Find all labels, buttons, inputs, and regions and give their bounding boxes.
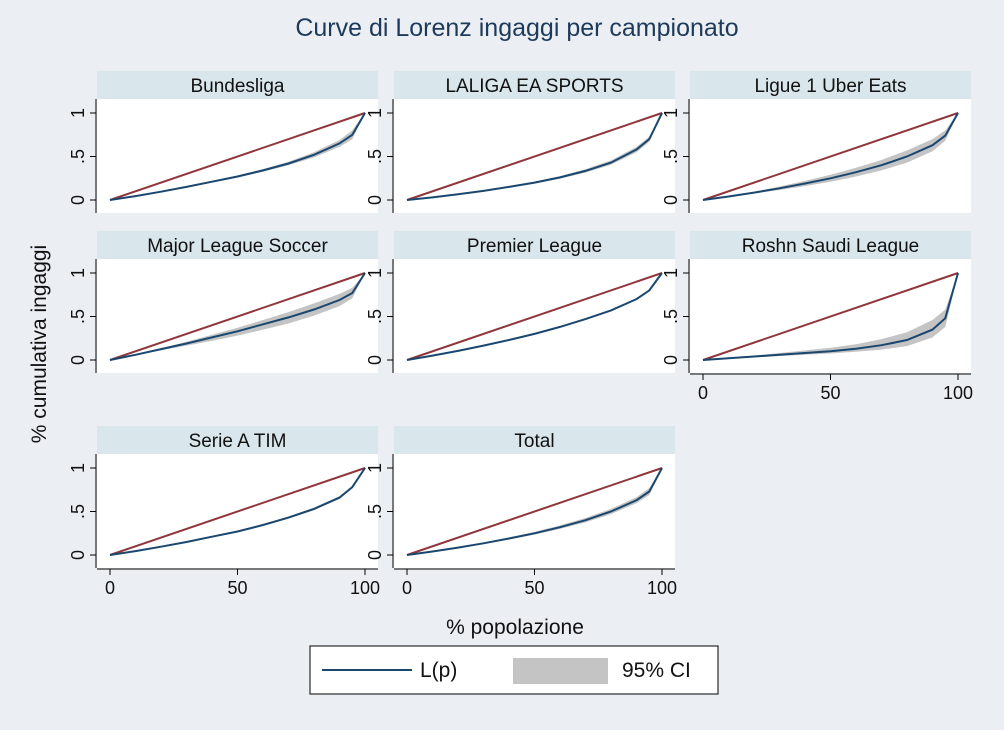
x-tick-label: 0 (105, 578, 115, 598)
y-tick-label: 1 (68, 268, 88, 278)
panel-strip (97, 426, 378, 454)
y-tick-label: .5 (68, 309, 88, 324)
y-tick-label: .5 (365, 309, 385, 324)
panel-title: Serie A TIM (189, 431, 287, 452)
y-tick-label: .5 (365, 149, 385, 164)
ci-band (703, 273, 958, 360)
equality-line (406, 467, 663, 556)
panel-title: Roshn Saudi League (742, 236, 919, 257)
panel-strip (690, 231, 971, 259)
lorenz-curve (109, 272, 366, 361)
lorenz-curve (406, 112, 663, 201)
y-tick-label: 1 (365, 268, 385, 278)
panel: Total 0 .5 1 0 50 100 (365, 426, 677, 598)
panel-title: Major League Soccer (147, 236, 328, 257)
lorenz-curve (406, 272, 663, 361)
panel-strip (394, 71, 675, 99)
panel: LALIGA EA SPORTS 0 .5 1 (365, 71, 675, 213)
y-tick-label: 0 (365, 195, 385, 205)
y-tick-label: 0 (68, 355, 88, 365)
x-tick-label: 50 (227, 578, 247, 598)
y-tick-label: 1 (365, 108, 385, 118)
equality-line (702, 112, 959, 201)
y-tick-label: .5 (68, 149, 88, 164)
equality-line (109, 272, 366, 361)
y-tick-label: 1 (365, 463, 385, 473)
panel-title: Bundesliga (190, 76, 284, 97)
y-tick-label: .5 (661, 149, 681, 164)
y-tick-label: 0 (365, 355, 385, 365)
legend-lorenz-label: L(p) (420, 659, 457, 682)
x-tick-label: 0 (402, 578, 412, 598)
y-tick-label: .5 (68, 504, 88, 519)
y-tick-label: 0 (661, 195, 681, 205)
legend-ci-label: 95% CI (622, 659, 691, 682)
x-axis-title: % popolazione (446, 616, 584, 639)
lorenz-curve (702, 112, 959, 201)
y-tick-label: 1 (68, 463, 88, 473)
chart-title: Curve di Lorenz ingaggi per campionato (295, 14, 738, 42)
y-tick-label: .5 (661, 309, 681, 324)
x-tick-label: 100 (647, 578, 677, 598)
panel-title: Total (514, 431, 554, 452)
y-tick-label: 0 (365, 550, 385, 560)
equality-line (109, 112, 366, 201)
panel-strip (97, 71, 378, 99)
panel: Bundesliga 0 .5 1 (68, 71, 378, 213)
x-tick-label: 50 (820, 383, 840, 403)
lorenz-curve (702, 272, 959, 361)
lorenz-curve (406, 467, 663, 556)
legend-ci-swatch (513, 658, 608, 684)
y-tick-label: 0 (68, 195, 88, 205)
y-tick-label: 1 (661, 268, 681, 278)
legend: L(p) 95% CI (309, 645, 719, 695)
equality-line (406, 112, 663, 201)
lorenz-curve (109, 467, 366, 556)
x-tick-label: 100 (943, 383, 973, 403)
y-axis-title: % cumulativa ingaggi (28, 245, 51, 443)
lorenz-curve (109, 112, 366, 201)
panel-strip (690, 71, 971, 99)
y-tick-label: 1 (68, 108, 88, 118)
panel-strip (97, 231, 378, 259)
equality-line (702, 272, 959, 361)
y-tick-label: 1 (661, 108, 681, 118)
panel: Serie A TIM 0 .5 1 0 50 100 (68, 426, 380, 598)
x-tick-label: 100 (350, 578, 380, 598)
y-tick-label: 0 (661, 355, 681, 365)
x-tick-label: 50 (524, 578, 544, 598)
equality-line (109, 467, 366, 556)
y-tick-label: 0 (68, 550, 88, 560)
panel: Roshn Saudi League 0 .5 1 0 50 100 (661, 231, 973, 403)
panel-title: LALIGA EA SPORTS (445, 76, 623, 97)
equality-line (406, 272, 663, 361)
panel: Major League Soccer 0 .5 1 (68, 231, 378, 373)
panel-title: Premier League (467, 236, 602, 257)
panel-title: Ligue 1 Uber Eats (754, 76, 906, 97)
y-tick-label: .5 (365, 504, 385, 519)
x-tick-label: 0 (698, 383, 708, 403)
panel-strip (394, 231, 675, 259)
panel-strip (394, 426, 675, 454)
panel: Premier League 0 .5 1 (365, 231, 675, 373)
ci-band (110, 113, 365, 200)
panel: Ligue 1 Uber Eats 0 .5 1 (661, 71, 971, 213)
